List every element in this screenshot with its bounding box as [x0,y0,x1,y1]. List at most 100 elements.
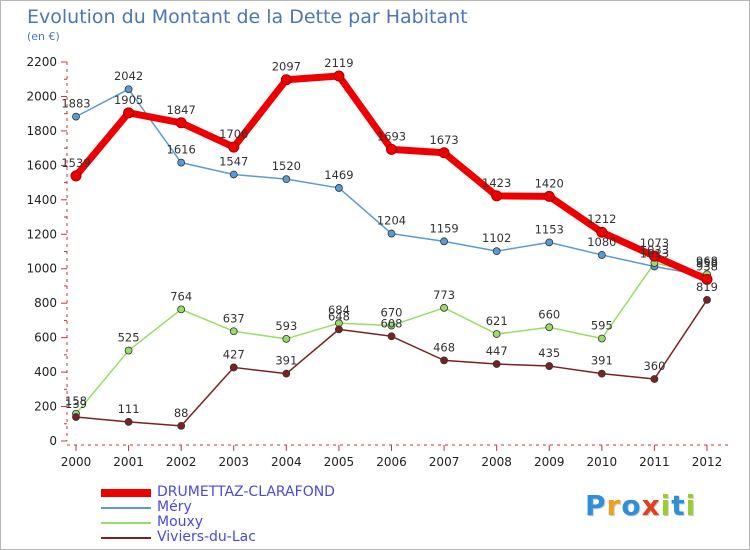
x-tick-label: 2003 [218,455,249,469]
data-point [543,190,555,202]
x-tick-label: 2007 [429,455,460,469]
legend-swatch [101,489,151,497]
x-tick-label: 2001 [113,455,144,469]
data-label: 1420 [535,176,564,190]
data-point [703,296,711,304]
data-point [228,141,240,153]
data-label: 360 [643,359,665,373]
data-label: 1013 [640,246,669,260]
data-label: 1469 [324,168,353,182]
data-point [70,170,82,182]
data-point [229,363,238,372]
data-label: 1159 [429,221,458,235]
y-tick-label: 2000 [26,89,57,103]
x-tick-label: 2000 [61,455,92,469]
data-label: 2119 [324,56,353,70]
data-point [440,356,448,365]
data-label: 158 [65,394,87,408]
data-point [177,305,186,314]
data-point [72,112,80,121]
data-label: 1673 [429,133,458,147]
x-tick-label: 2012 [692,455,723,469]
data-point [650,375,659,383]
logo-letter: i [685,489,697,522]
data-point [597,334,606,343]
data-point [72,413,80,421]
data-label: 427 [223,347,245,361]
data-point [438,147,450,159]
logo-letter: r [606,489,622,522]
data-label: 660 [538,307,560,321]
data-label: 1212 [587,212,616,226]
line-chart: 0 200 400 600 800 1000 1200 1400 1600 1800 2000 220… [26,55,731,469]
data-point [175,117,187,129]
data-label: 447 [486,344,508,358]
data-label: 608 [381,316,403,330]
data-label: 1905 [114,93,143,107]
data-label: 1073 [640,236,669,250]
data-label: 525 [118,331,140,345]
data-label: 139 [65,397,87,411]
data-label: 1706 [219,127,248,141]
data-point [597,251,606,259]
data-point [280,74,292,86]
x-tick-label: 2006 [376,455,407,469]
data-point [597,369,606,378]
legend-swatch [101,537,151,539]
legend-swatch [101,522,151,524]
data-label: 1539 [61,156,90,170]
logo-letter: i [660,489,672,522]
data-label: 958 [696,256,718,270]
y-tick-label: 1800 [26,124,57,138]
legend-label: Mouxy [157,514,204,530]
data-point [333,70,345,82]
data-point [387,229,396,238]
data-label: 1204 [377,214,406,228]
data-label: 593 [275,319,297,333]
data-point [177,421,186,430]
chart-title: Evolution du Montant de la Dette par Hab… [27,6,468,28]
data-point [124,85,133,94]
legend-label: Méry [157,499,192,515]
data-label: 111 [118,402,140,416]
data-point [123,107,135,119]
data-point [648,250,660,262]
data-label: 1547 [219,154,248,168]
data-label: 819 [696,280,718,294]
data-point [282,369,291,378]
chart-subtitle: (en €) [27,30,60,43]
data-point [386,143,397,155]
data-point [282,175,291,184]
data-label: 1883 [61,97,90,111]
y-tick-label: 0 [49,434,57,448]
logo-letter: P [585,489,607,522]
logo-letter: o [621,489,642,522]
y-tick-label: 1400 [26,193,57,207]
x-tick-label: 2008 [481,455,512,469]
data-point [124,346,133,355]
y-tick-label: 1000 [26,262,57,276]
data-point [545,362,554,370]
data-point [282,334,291,343]
logo-letter: x [641,489,661,522]
data-label: 1847 [167,103,196,117]
data-label: 1423 [482,176,511,190]
data-point [335,325,343,334]
x-tick-label: 2009 [534,455,565,469]
data-label: 391 [275,354,297,368]
x-tick-label: 2005 [324,455,355,469]
data-point [335,184,343,192]
x-tick-label: 2004 [271,455,302,469]
data-label: 648 [328,309,350,323]
legend-label: Viviers-du-Lac [157,529,256,545]
data-point [701,273,713,285]
data-label: 435 [538,346,560,360]
y-tick-label: 2200 [26,55,57,69]
data-label: 764 [170,289,192,303]
data-point [492,360,501,368]
data-point [387,321,396,330]
data-label: 1102 [482,231,511,245]
data-label: 468 [433,340,455,354]
data-label: 968 [696,254,718,268]
